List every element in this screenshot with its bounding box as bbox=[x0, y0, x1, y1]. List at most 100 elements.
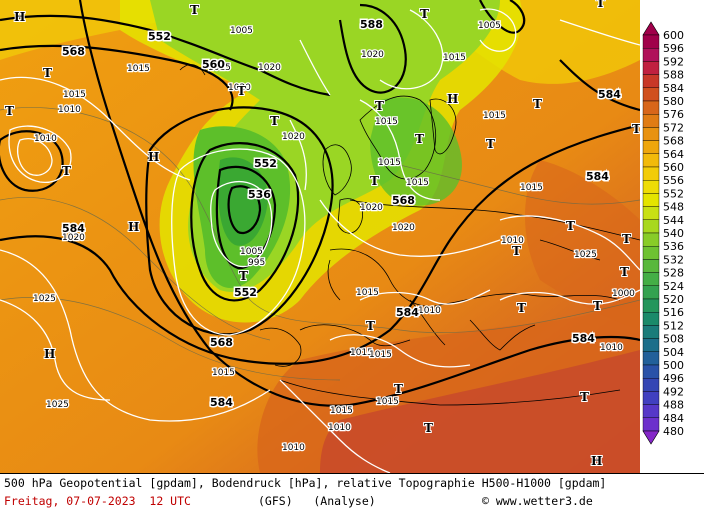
geopotential-label: 584 bbox=[586, 170, 609, 183]
low-pressure-symbol: T bbox=[580, 390, 589, 404]
scale-swatch bbox=[642, 48, 660, 62]
geopotential-label: 584 bbox=[62, 222, 85, 235]
scale-label: 544 bbox=[663, 214, 684, 227]
low-pressure-symbol: T bbox=[62, 164, 71, 178]
pressure-label: 1015 bbox=[356, 288, 379, 298]
low-pressure-symbol: T bbox=[366, 319, 375, 333]
scale-swatch bbox=[642, 140, 660, 155]
scale-label: 496 bbox=[663, 372, 684, 385]
scale-swatch bbox=[642, 312, 660, 326]
scale-swatch bbox=[642, 245, 660, 260]
high-pressure-symbol: H bbox=[447, 92, 458, 106]
pressure-label: 1025 bbox=[46, 400, 69, 410]
geopotential-label: 588 bbox=[360, 18, 383, 31]
high-pressure-symbol: H bbox=[148, 150, 159, 164]
pressure-label: 1015 bbox=[443, 53, 466, 63]
low-pressure-symbol: T bbox=[394, 382, 403, 396]
low-pressure-symbol: T bbox=[512, 244, 521, 258]
scale-label: 564 bbox=[663, 148, 684, 161]
zone-scandinavia bbox=[370, 97, 462, 206]
low-pressure-symbol: T bbox=[270, 114, 279, 128]
high-pressure-symbol: H bbox=[591, 454, 602, 468]
low-pressure-symbol: T bbox=[486, 137, 495, 151]
geopotential-label: 560 bbox=[202, 58, 225, 71]
low-pressure-symbol: T bbox=[370, 174, 379, 188]
geopotential-label: 568 bbox=[392, 194, 415, 207]
scale-label: 524 bbox=[663, 280, 684, 293]
scale-label: 512 bbox=[663, 319, 684, 332]
low-pressure-symbol: T bbox=[237, 84, 246, 98]
geopotential-label: 576 bbox=[586, 170, 609, 183]
low-pressure-symbol: T bbox=[190, 3, 199, 17]
scale-swatch bbox=[642, 153, 660, 168]
scale-label: 492 bbox=[663, 385, 684, 398]
scale-swatch bbox=[642, 404, 660, 419]
zone-red-south bbox=[320, 350, 640, 473]
pressure-label: 1025 bbox=[33, 294, 56, 304]
scale-label: 560 bbox=[663, 161, 684, 174]
pressure-label: 1015 bbox=[127, 64, 150, 74]
pressure-label: 1015 bbox=[208, 63, 231, 73]
color-scale-canvas: 6005965925885845805765725685645605565525… bbox=[642, 21, 684, 445]
pressure-label: 1005 bbox=[478, 21, 501, 31]
geopotential-label: 568 bbox=[62, 45, 85, 58]
caption-date: Freitag, 07-07-2023 12 UTC bbox=[4, 494, 191, 508]
scale-swatch bbox=[642, 338, 660, 353]
pressure-label: 1015 bbox=[375, 117, 398, 127]
thickness-isolines bbox=[0, 107, 640, 381]
low-pressure-symbol: T bbox=[239, 269, 248, 283]
scale-label: 588 bbox=[663, 69, 684, 82]
pressure-label: 1010 bbox=[501, 236, 524, 246]
scale-label: 488 bbox=[663, 399, 684, 412]
pressure-label: 1020 bbox=[361, 50, 384, 60]
scale-arrow-up bbox=[642, 21, 660, 36]
scale-swatch bbox=[642, 206, 660, 221]
scale-swatch bbox=[642, 364, 660, 379]
geopotential-label: 552 bbox=[254, 157, 277, 170]
scale-label: 516 bbox=[663, 306, 684, 319]
scale-swatch bbox=[642, 259, 660, 273]
low-pressure-symbol: T bbox=[596, 0, 605, 10]
scale-swatch bbox=[642, 166, 660, 181]
scale-labels: 6005965925885845805765725685645605565525… bbox=[663, 29, 684, 438]
scale-swatch bbox=[642, 351, 660, 366]
pressure-label: 1005 bbox=[240, 247, 263, 257]
pressure-label: 1010 bbox=[34, 134, 57, 144]
zone-orange-east bbox=[525, 160, 640, 330]
scale-swatch bbox=[642, 232, 660, 247]
pressure-label: 1000 bbox=[612, 289, 635, 299]
pressure-label: 1005 bbox=[230, 26, 253, 36]
scale-swatch bbox=[642, 298, 660, 313]
caption-bar: 500 hPa Geopotential [gpdam], Bodendruck… bbox=[0, 473, 704, 514]
low-pressure-symbol: T bbox=[420, 7, 429, 21]
low-pressure-symbol: T bbox=[43, 66, 52, 80]
pressure-label: 1020 bbox=[392, 223, 415, 233]
pressure-label: 1015 bbox=[520, 183, 543, 193]
scale-swatch bbox=[642, 325, 660, 339]
scale-swatch bbox=[642, 34, 660, 49]
scale-swatch bbox=[642, 179, 660, 194]
pressure-label: 1020 bbox=[62, 233, 85, 243]
scale-swatch bbox=[642, 219, 660, 234]
map-labels: 1005 1005 1010 1010 1015 1015 1015 1015 1015 1015… bbox=[4, 0, 640, 469]
scale-label: 528 bbox=[663, 267, 684, 280]
scale-label: 568 bbox=[663, 135, 684, 148]
scale-label: 552 bbox=[663, 187, 684, 200]
high-pressure-symbol: H bbox=[44, 347, 55, 361]
geopotential-label: 536 bbox=[248, 188, 271, 201]
low-pressure-symbol: T bbox=[632, 122, 640, 136]
pressure-isobars bbox=[0, 8, 640, 473]
pressure-label: 1015 bbox=[378, 158, 401, 168]
scale-label: 584 bbox=[663, 82, 684, 95]
caption-copyright: © www.wetter3.de bbox=[482, 494, 593, 508]
high-pressure-symbol: H bbox=[128, 220, 139, 234]
geopotential-label: 584 bbox=[572, 332, 595, 345]
weather-map: 1005 1005 1010 1010 1015 1015 1015 1015 1015 1015… bbox=[0, 0, 640, 473]
low-pressure-symbol: T bbox=[620, 265, 629, 279]
pressure-label: 1020 bbox=[282, 132, 305, 142]
low-pressure-symbol: T bbox=[415, 132, 424, 146]
caption-title: 500 hPa Geopotential [gpdam], Bodendruck… bbox=[4, 476, 607, 490]
scale-label: 500 bbox=[663, 359, 684, 372]
color-scale: 600 596 592 588 584 580 576 572 568 564 560 556 552 5… bbox=[640, 0, 704, 473]
scale-swatch bbox=[642, 127, 660, 141]
